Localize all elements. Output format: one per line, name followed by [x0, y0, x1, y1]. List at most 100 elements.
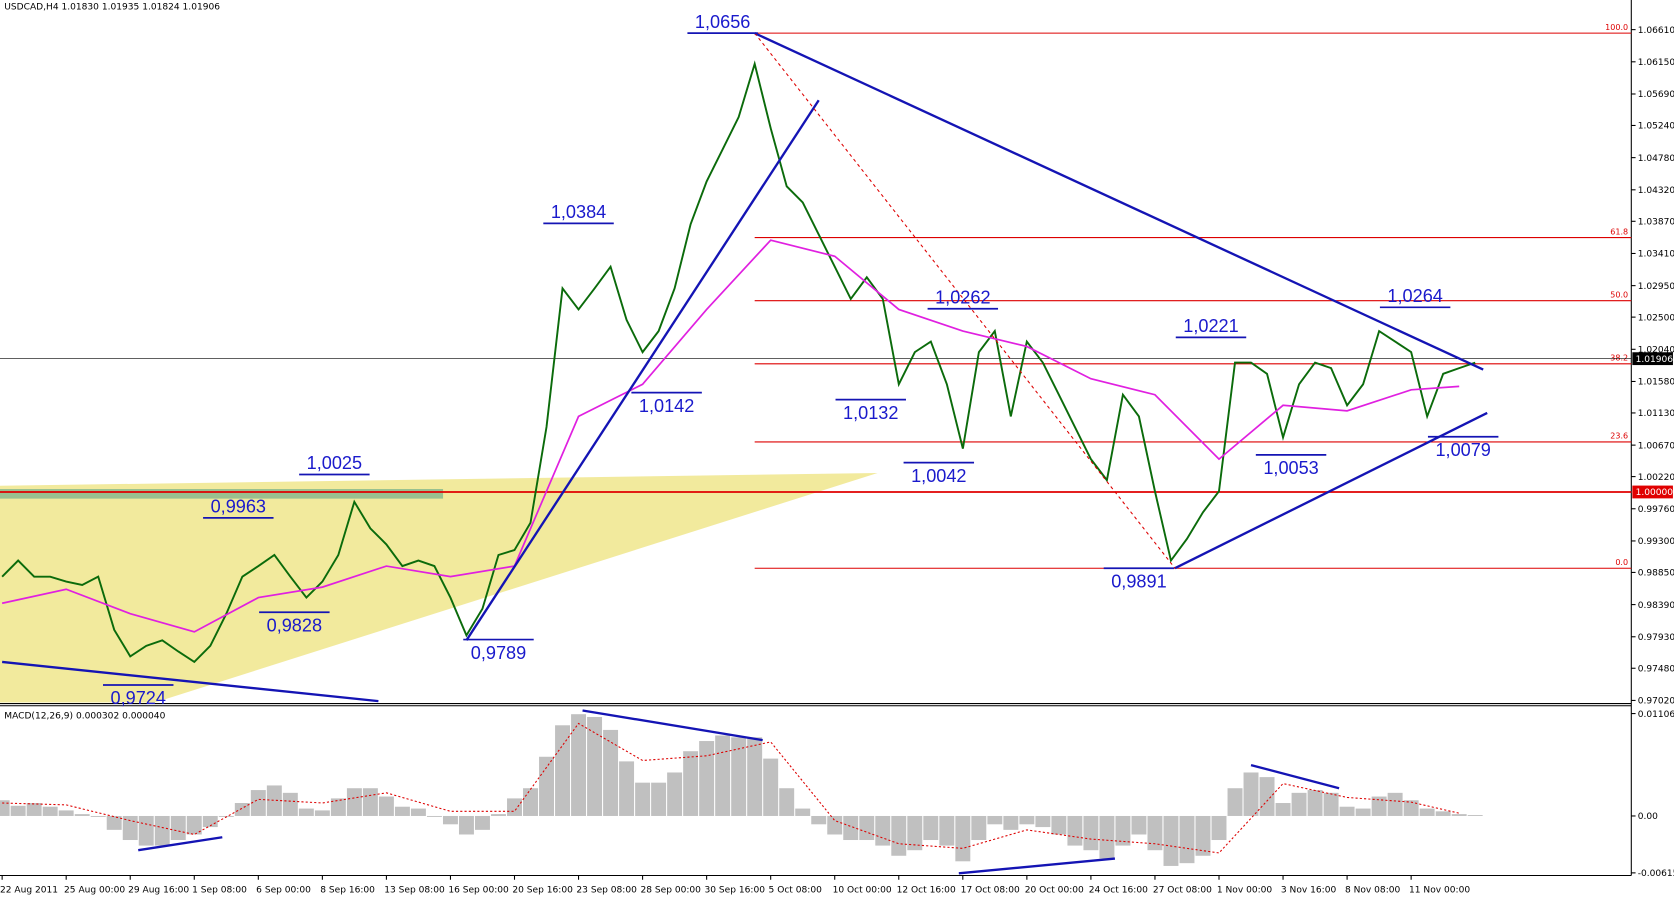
macd-bar: [394, 806, 410, 816]
y-tick-label: 1.06150: [1638, 58, 1674, 68]
macd-bar: [699, 741, 715, 816]
macd-bar: [587, 716, 603, 816]
macd-bar: [362, 788, 378, 816]
x-tick-label: 29 Aug 16:00: [128, 886, 189, 896]
macd-bar: [458, 815, 474, 835]
macd-bar: [26, 803, 42, 816]
macd-bar: [58, 810, 74, 816]
macd-bar: [1179, 815, 1195, 864]
fib-label: 0.0: [1615, 558, 1628, 567]
macd-bar: [106, 815, 122, 830]
level-tag: [1632, 485, 1673, 499]
macd-bar: [939, 815, 955, 846]
macd-bar: [667, 772, 683, 816]
macd-bar: [1035, 815, 1051, 828]
macd-bar: [923, 815, 939, 841]
macd-bar: [603, 729, 619, 816]
trend-line: [754, 32, 1484, 371]
macd-bar: [266, 785, 282, 816]
macd-bar: [1339, 806, 1355, 816]
macd-bar: [1323, 792, 1339, 816]
annotation-label: 1,0262: [935, 287, 990, 307]
macd-bar: [314, 810, 330, 816]
macd-bar: [747, 737, 763, 816]
macd-bar: [1051, 815, 1067, 835]
macd-bar: [1003, 815, 1019, 830]
y-tick-label: 1.04780: [1638, 154, 1674, 164]
macd-bar: [1259, 777, 1275, 816]
y-tick-label: 1.00670: [1638, 441, 1674, 451]
x-tick-label: 8 Sep 16:00: [320, 886, 375, 896]
macd-bar: [1195, 815, 1211, 856]
macd-bar: [1211, 815, 1227, 841]
macd-bar: [90, 815, 106, 817]
macd-bar: [1083, 815, 1099, 851]
x-tick-label: 20 Oct 00:00: [1025, 886, 1084, 896]
macd-bar: [1467, 815, 1483, 816]
level-tag-label: 1.01906: [1636, 355, 1674, 365]
x-tick-label: 23 Sep 08:00: [576, 886, 637, 896]
macd-bar: [1131, 815, 1147, 835]
macd-bar: [571, 714, 587, 816]
x-tick-label: 20 Sep 16:00: [512, 886, 573, 896]
macd-bar: [907, 815, 923, 851]
y-tick-label: 1.03410: [1638, 250, 1674, 260]
annotation-label: 1,0025: [307, 453, 362, 473]
macd-bar: [378, 796, 394, 816]
fib-label: 38.2: [1610, 354, 1628, 363]
macd-bar: [1291, 792, 1307, 816]
annotation-label: 1,0053: [1263, 458, 1318, 478]
macd-bar: [1275, 803, 1291, 816]
trend-line: [465, 99, 820, 641]
x-tick-label: 11 Nov 00:00: [1409, 886, 1470, 896]
macd-bar: [74, 814, 90, 816]
macd-bar: [282, 792, 298, 816]
x-tick-label: 12 Oct 16:00: [897, 886, 956, 896]
macd-bar: [122, 815, 138, 841]
macd-bar: [1435, 811, 1451, 816]
annotation-label: 1,0142: [639, 396, 694, 416]
macd-bar: [1243, 772, 1259, 816]
triangle-zone: [0, 472, 878, 703]
fib-label: 23.6: [1610, 432, 1628, 441]
macd-bar: [779, 788, 795, 816]
y-tick-label: 1.02040: [1638, 345, 1674, 355]
trend-line: [582, 709, 763, 742]
x-tick-label: 1 Sep 08:00: [192, 886, 247, 896]
x-tick-label: 16 Sep 00:00: [448, 886, 509, 896]
macd-bar: [955, 815, 971, 862]
y-tick-label: -0.00615: [1638, 869, 1674, 879]
macd-bar: [507, 798, 522, 816]
x-tick-label: 28 Sep 00:00: [640, 886, 701, 896]
x-tick-label: 6 Sep 00:00: [256, 886, 311, 896]
y-tick-label: 1.03870: [1638, 217, 1674, 227]
macd-bar: [811, 815, 827, 825]
macd-bar: [491, 814, 506, 816]
signal-line: [2, 722, 1460, 854]
macd-bar: [539, 756, 554, 816]
trend-line: [2, 660, 379, 703]
macd-bar: [651, 782, 667, 816]
macd-bar: [1403, 800, 1419, 816]
macd-bar: [250, 790, 266, 816]
macd-bar: [1099, 815, 1115, 859]
macd-bar: [186, 815, 202, 835]
level-tag: [1632, 352, 1673, 366]
macd-bar: [202, 815, 218, 828]
macd-bar: [426, 815, 442, 817]
macd-bar: [410, 808, 426, 816]
macd-bar: [442, 815, 458, 825]
macd-bar: [1067, 815, 1083, 846]
y-tick-label: 1.04320: [1638, 186, 1674, 196]
fib-label: 61.8: [1610, 227, 1628, 236]
annotation-label: 1,0042: [911, 466, 966, 486]
x-tick-label: 30 Sep 16:00: [705, 886, 766, 896]
macd-bar: [1115, 815, 1131, 846]
x-tick-label: 3 Nov 16:00: [1281, 886, 1337, 896]
y-tick-label: 1.01580: [1638, 378, 1674, 388]
chart-title: USDCAD,H4 1.01830 1.01935 1.01824 1.0190…: [4, 3, 220, 13]
macd-bar: [1355, 808, 1371, 816]
fib-label: 50.0: [1610, 290, 1628, 299]
